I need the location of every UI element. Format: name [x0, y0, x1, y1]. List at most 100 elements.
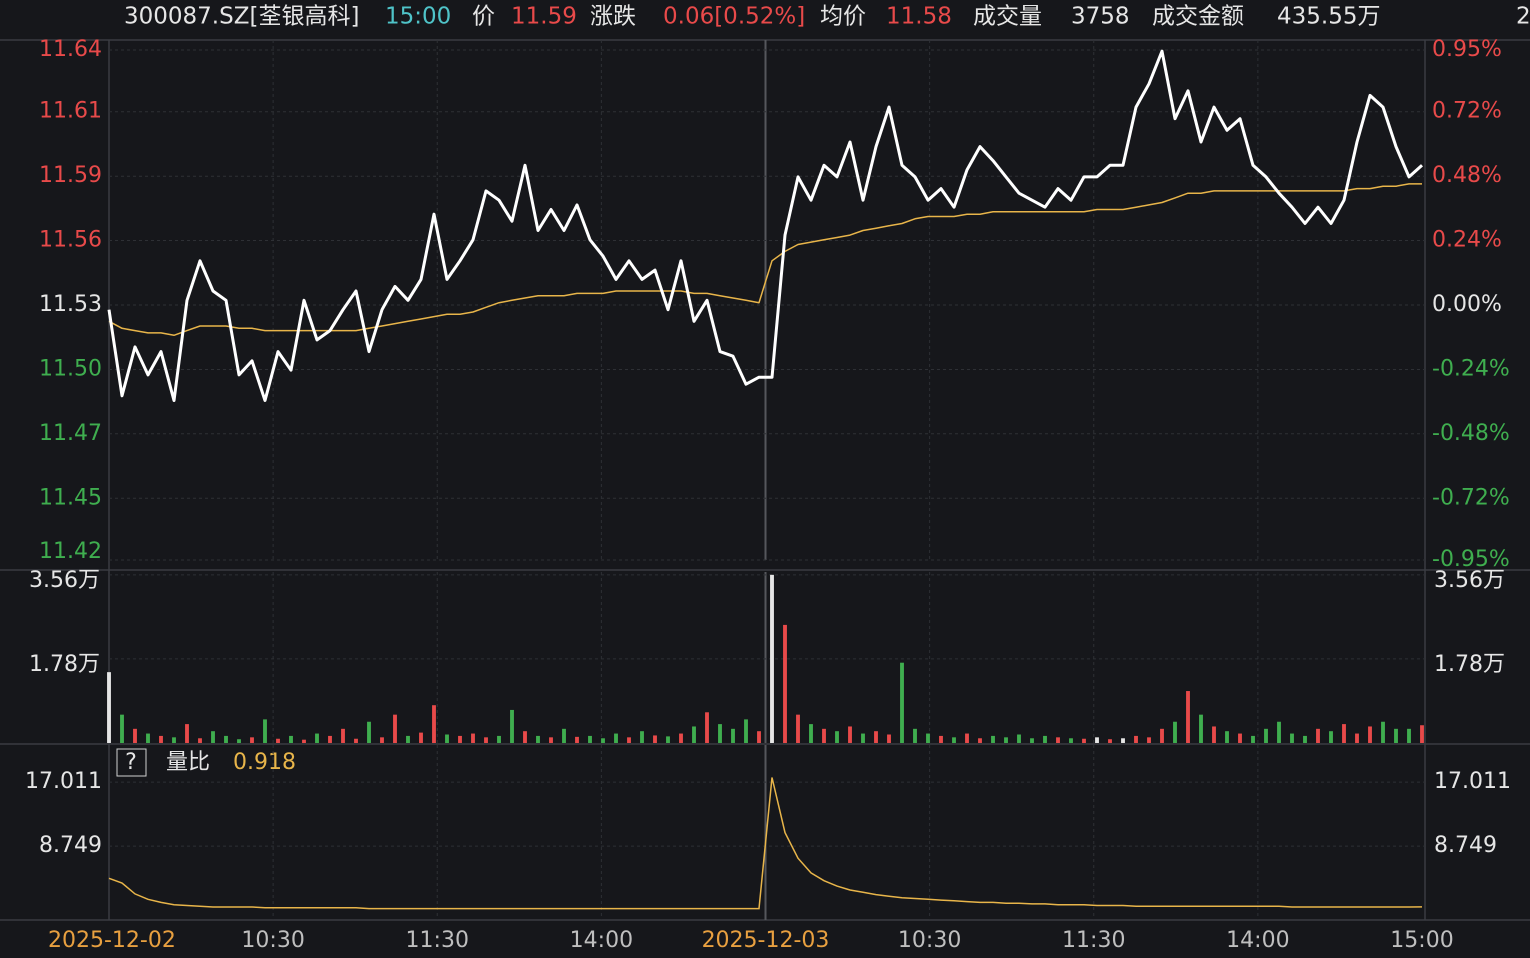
volume-bar: [1147, 737, 1151, 743]
volume-bar: [1420, 725, 1424, 743]
volume-bar: [1355, 733, 1359, 743]
help[interactable]: ?: [125, 750, 137, 775]
volume-bar: [1108, 739, 1112, 743]
y-tick-label: 11.61: [39, 99, 102, 124]
volume-bar: [1251, 735, 1255, 743]
y2-tick-label: 0.72%: [1432, 99, 1502, 124]
volume-bar: [445, 734, 449, 743]
volume-bar: [341, 728, 345, 743]
volume-bar: [640, 731, 644, 743]
volume-bar: [900, 662, 904, 743]
volume-bar: [549, 737, 553, 743]
ratio-line: [108, 777, 1423, 910]
volume-bar: [783, 624, 787, 743]
volume-bar: [731, 728, 735, 743]
volume-bar: [146, 733, 150, 743]
volume-bar: [185, 724, 189, 743]
volume-bar: [328, 735, 332, 743]
ratio-latest: 0.918: [233, 750, 296, 775]
volume-bar: [835, 731, 839, 743]
volume-bar: [848, 726, 852, 743]
volume-bar: [1030, 738, 1034, 743]
volume-bar: [796, 714, 800, 743]
volume: 3758: [1071, 4, 1130, 30]
volume-bar: [1290, 733, 1294, 743]
x-tick-label: 11:30: [406, 928, 469, 953]
volume-bar: [224, 735, 228, 743]
y2-tick-label: 8.749: [1434, 833, 1497, 858]
volume-bar: [822, 728, 826, 743]
volume-bar: [705, 712, 709, 743]
volume-bar: [770, 574, 774, 743]
volume-bar: [1095, 737, 1099, 743]
volume-bar: [1160, 728, 1164, 743]
volume-bar: [484, 737, 488, 743]
y-tick-label: 11.42: [39, 539, 102, 564]
y-tick-label: 1.78万: [29, 652, 100, 677]
y2-tick-label: -0.24%: [1432, 356, 1510, 381]
volume-bar: [1394, 728, 1398, 743]
volume-bar: [1316, 728, 1320, 743]
x-tick-label: 2025-12-02: [48, 928, 176, 953]
x-tick-label: 10:30: [898, 928, 961, 953]
volume-bar: [471, 733, 475, 743]
volume-bar: [263, 719, 267, 743]
volume-bar: [1199, 714, 1203, 743]
volume-bar: [1225, 731, 1229, 743]
volume-bar: [913, 728, 917, 743]
volume-bar: [1043, 735, 1047, 743]
volume-bar: [367, 721, 371, 743]
volume-bar: [406, 735, 410, 743]
avg-label: 均价: [820, 4, 866, 30]
y-tick-label: 11.56: [39, 227, 102, 252]
y2-tick-label: -0.72%: [1432, 485, 1510, 510]
y2-tick-label: 0.00%: [1432, 292, 1502, 317]
volume-bar: [523, 731, 527, 743]
x-tick-label: 10:30: [241, 928, 304, 953]
y2-tick-label: -0.95%: [1432, 547, 1510, 572]
volume-bar: [757, 731, 761, 743]
help-box[interactable]: [116, 748, 147, 777]
volume-bar: [302, 739, 306, 743]
volume-bar: [276, 738, 280, 743]
volume-bar: [1342, 724, 1346, 743]
volume-bar: [536, 735, 540, 743]
volume-bar: [744, 719, 748, 743]
amount-label: 成交金额: [1152, 4, 1244, 30]
volume-bar: [120, 714, 124, 743]
change: 0.06[0.52%]: [663, 4, 805, 30]
volume-bar: [666, 736, 670, 743]
volume-bar: [1277, 721, 1281, 743]
volume-bar: [107, 672, 111, 743]
volume-bar: [575, 736, 579, 743]
volume-bar: [939, 735, 943, 743]
y-tick-label: 11.50: [39, 357, 102, 382]
volume-bar: [601, 738, 605, 743]
volume-bar: [1004, 737, 1008, 743]
volume-bar: [1082, 738, 1086, 743]
y2-tick-label: 0.48%: [1432, 163, 1502, 188]
volume-bar: [965, 733, 969, 743]
y2-tick-label: 17.011: [1434, 769, 1511, 794]
volume-bar: [874, 731, 878, 743]
volume-bar: [1056, 737, 1060, 743]
ratio-label: 量比: [166, 750, 210, 775]
y-tick-label: 11.53: [39, 292, 102, 317]
x-tick-label: 15:00: [1390, 928, 1453, 953]
time: 15:00: [385, 4, 451, 30]
volume-bar: [718, 724, 722, 743]
volume-bar: [510, 709, 514, 743]
x-tick-label: 14:00: [570, 928, 633, 953]
volume-bar: [978, 738, 982, 743]
price: 11.59: [511, 4, 577, 30]
volume-bar: [1069, 738, 1073, 743]
price-label: 价: [472, 4, 495, 30]
volume-bar: [653, 735, 657, 743]
volume-bar: [159, 735, 163, 743]
volume-bar: [614, 733, 618, 743]
y-tick-label: 11.47: [39, 421, 102, 446]
volume-bar: [198, 738, 202, 743]
cut-text: 2: [1516, 4, 1530, 30]
volume-bar: [1134, 735, 1138, 743]
